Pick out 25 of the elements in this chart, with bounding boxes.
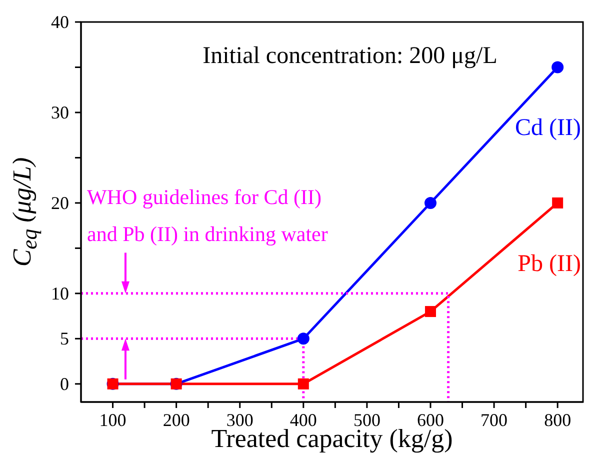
- annotation: Initial concentration: 200 μg/L: [202, 43, 498, 70]
- x-tick-label: 800: [544, 410, 572, 430]
- y-tick-label: 5: [60, 328, 69, 349]
- y-tick-label: 40: [51, 12, 69, 32]
- point: [298, 378, 309, 390]
- x-tick-label: 500: [353, 410, 380, 430]
- annotation: and Pb (II) in drinking water: [87, 222, 328, 247]
- series-label: Pb (II): [518, 250, 581, 278]
- point: [424, 196, 436, 209]
- point: [552, 61, 564, 74]
- y-tick-label: 30: [51, 102, 69, 122]
- y-tick-label: 0: [60, 374, 69, 394]
- point: [552, 197, 564, 208]
- y-tick-label: 10: [51, 283, 69, 304]
- x-tick-label: 300: [226, 410, 254, 430]
- x-tick-label: 400: [290, 410, 317, 430]
- x-tick-label: 600: [416, 410, 444, 430]
- y-tick-label: 20: [51, 192, 69, 213]
- x-tick-label: 200: [162, 410, 190, 430]
- x-tick-label: 700: [480, 410, 508, 430]
- series-label: Cd (II): [515, 115, 581, 142]
- point: [424, 306, 436, 318]
- x-tick-label: 100: [99, 410, 126, 430]
- annotation: WHO guidelines for Cd (II): [87, 185, 322, 210]
- point: [297, 332, 310, 345]
